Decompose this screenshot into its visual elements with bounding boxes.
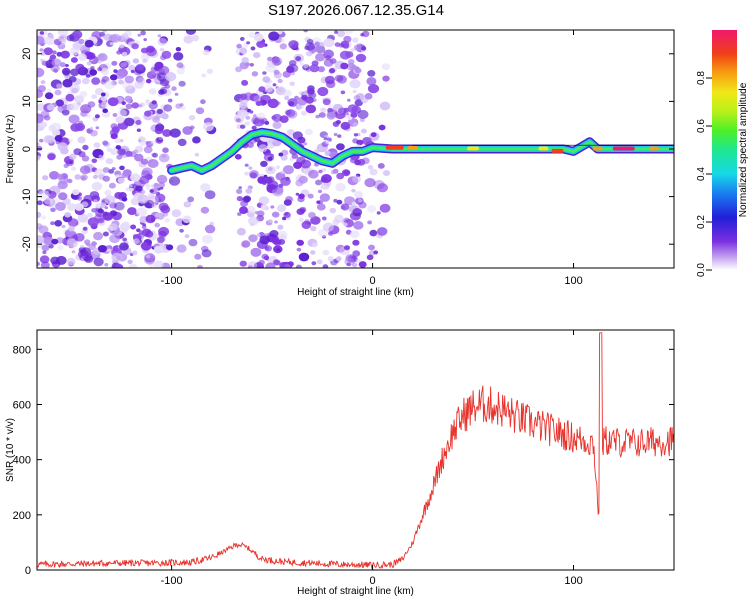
x-tick-label: 100: [564, 275, 582, 287]
colorbar-label: Normalized spectral amplitude: [738, 82, 749, 217]
y-tick-label: 600: [13, 399, 31, 411]
x-tick-label: -100: [161, 575, 183, 587]
x-tick-label: 0: [370, 275, 376, 287]
y-tick-label: 400: [13, 455, 31, 467]
colorbar-gradient: [712, 30, 737, 270]
y-tick-label: 200: [13, 510, 31, 522]
colorbar-tick-label: 0.6: [696, 119, 707, 133]
x-tick-label: 0: [370, 575, 376, 587]
x-tick-label: 100: [564, 575, 582, 587]
spectral-ridge: [167, 127, 674, 175]
noise-speckle: [37, 30, 391, 268]
snr-frame: [36, 329, 675, 571]
x-axis-label: Height of straight line (km): [297, 287, 414, 298]
colorbar-tick-label: 0.8: [696, 71, 707, 85]
colorbar: 0.0 0.2 0.4 0.6 0.8 Normalized spectral ampli…: [696, 30, 749, 277]
snr-plot: -100 0 100 0 200 400 600 800 Height of straight …: [5, 329, 675, 597]
colorbar-tick-label: 0.0: [696, 263, 707, 277]
y-tick-label: 20: [21, 48, 33, 60]
chart-title: S197.2026.067.12.35.G14: [268, 2, 444, 19]
y-tick-label: -20: [21, 236, 33, 252]
y-axis-label: Frequency (Hz): [5, 115, 16, 184]
x-axis-label: Height of straight line (km): [297, 586, 414, 597]
y-tick-label: 800: [13, 344, 31, 356]
x-tick-label: -100: [161, 275, 183, 287]
y-tick-label: 10: [21, 95, 33, 107]
y-tick-label: 0: [25, 565, 31, 577]
colorbar-tick-label: 0.4: [696, 167, 707, 181]
snr-series-line: [37, 332, 674, 570]
y-tick-label: 0: [21, 146, 33, 152]
y-tick-label: -10: [21, 189, 33, 205]
y-axis-label: SNR (10 * v/v): [5, 418, 16, 482]
colorbar-tick-label: 0.2: [696, 215, 707, 229]
